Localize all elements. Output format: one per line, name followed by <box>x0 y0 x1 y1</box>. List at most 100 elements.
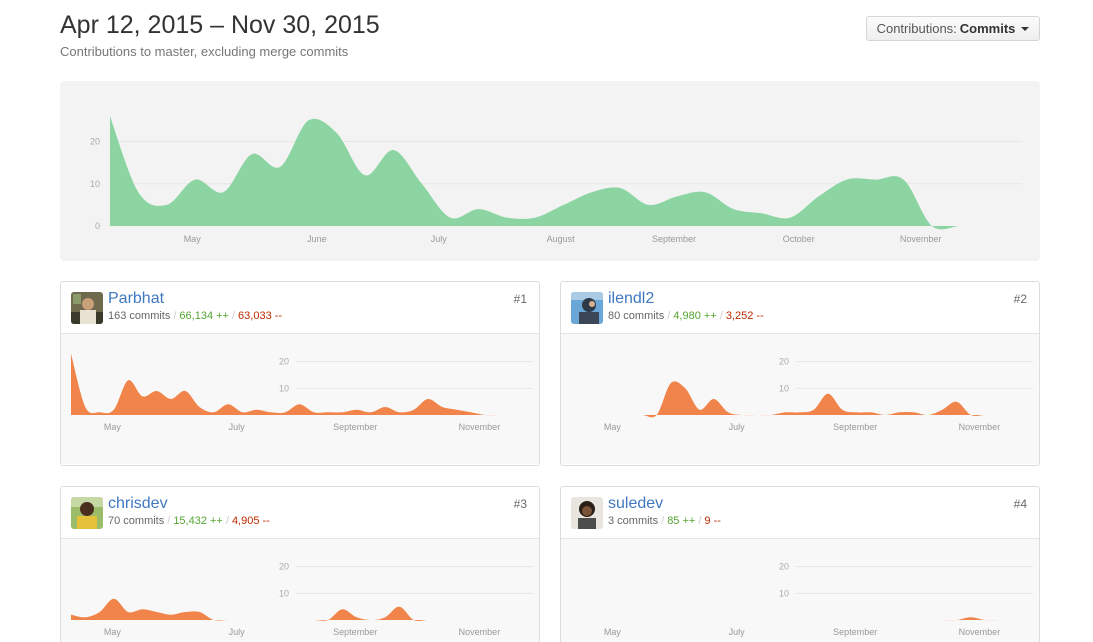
series-area <box>71 598 528 621</box>
additions-count: 66,134 ++ <box>179 310 229 322</box>
contributor-card-header: chrisdev 70 commits/15,432 ++/4,905 -- #… <box>61 487 539 539</box>
y-tick-label: 20 <box>279 357 289 367</box>
contributor-card: chrisdev 70 commits/15,432 ++/4,905 -- #… <box>60 486 540 642</box>
x-tick-label: September <box>333 627 377 637</box>
stats-separator: / <box>167 515 171 527</box>
x-tick-label: September <box>833 422 877 432</box>
y-tick-label: 10 <box>779 383 789 393</box>
caret-down-icon <box>1021 27 1030 31</box>
x-tick-label: October <box>783 234 815 244</box>
x-tick-label: September <box>652 234 696 244</box>
contributor-card-header: suledev 3 commits/85 ++/9 -- #4 <box>561 487 1039 539</box>
series-area <box>110 116 1017 230</box>
x-tick-label: November <box>459 422 501 432</box>
stats-separator: / <box>719 310 723 322</box>
contributions-graph: 0 10 20 May June July August September October No… <box>60 81 1040 261</box>
contributor-card: ilendl2 80 commits/4,980 ++/3,252 -- #2 … <box>560 281 1040 466</box>
contributor-card-header: Parbhat 163 commits/66,134 ++/63,033 -- … <box>61 282 539 334</box>
contributor-graph: 10 20 May July September November <box>61 539 539 642</box>
contributor-graph: 10 20 May July September November <box>561 539 1039 642</box>
x-tick-label: May <box>604 422 622 432</box>
x-tick-label: November <box>959 627 1001 637</box>
contributor-graph: 10 20 May July September November <box>561 334 1039 464</box>
x-tick-label: July <box>229 422 246 432</box>
person-avatar-icon <box>71 497 103 529</box>
person-avatar-icon <box>571 497 603 529</box>
select-prefix-label: Contributions: <box>876 21 957 36</box>
stats-separator: / <box>173 310 177 322</box>
contributor-rank: #2 <box>1013 292 1027 306</box>
contributor-graph-svg: 10 20 May July September November <box>571 357 1033 432</box>
x-tick-label: July <box>729 422 746 432</box>
contributor-stats: 80 commits/4,980 ++/3,252 -- <box>608 310 764 322</box>
contributor-card-header: ilendl2 80 commits/4,980 ++/3,252 -- #2 <box>561 282 1039 334</box>
contributor-rank: #1 <box>513 292 527 306</box>
avatar[interactable] <box>71 497 103 529</box>
contributions-graph-svg: 0 10 20 May June July August September October No… <box>90 116 1022 244</box>
deletions-count: 63,033 -- <box>238 310 283 322</box>
x-tick-label: July <box>729 627 746 637</box>
avatar[interactable] <box>71 292 103 324</box>
select-value-label: Commits <box>959 21 1016 36</box>
x-tick-label: July <box>431 234 448 244</box>
avatar[interactable] <box>571 497 603 529</box>
contributor-name-link[interactable]: suledev <box>608 495 664 512</box>
x-tick-label: May <box>104 627 122 637</box>
y-tick-label: 10 <box>90 179 100 189</box>
additions-count: 4,980 ++ <box>673 310 717 322</box>
x-tick-label: July <box>229 627 246 637</box>
series-area <box>71 353 528 416</box>
x-tick-label: May <box>604 627 622 637</box>
person-avatar-icon <box>571 292 603 324</box>
deletions-count: 3,252 -- <box>725 310 764 322</box>
contributor-graph-svg: 10 20 May July September November <box>571 562 1033 637</box>
contributor-graph: 10 20 May July September November <box>61 334 539 464</box>
x-tick-label: November <box>459 627 501 637</box>
y-tick-label: 10 <box>779 588 789 598</box>
series-area <box>571 381 1028 418</box>
contributor-graph-svg: 10 20 May July September November <box>71 562 533 637</box>
x-tick-label: November <box>959 422 1001 432</box>
commit-count: 3 commits <box>608 515 659 527</box>
x-tick-label: November <box>900 234 942 244</box>
contributor-stats: 70 commits/15,432 ++/4,905 -- <box>108 515 270 527</box>
y-tick-label: 0 <box>95 221 100 231</box>
contributor-card: Parbhat 163 commits/66,134 ++/63,033 -- … <box>60 281 540 466</box>
deletions-count: 4,905 -- <box>231 515 270 527</box>
x-tick-label: May <box>104 422 122 432</box>
contributor-stats: 163 commits/66,134 ++/63,033 -- <box>108 310 282 322</box>
contributor-rank: #4 <box>1013 497 1027 511</box>
contributor-name-link[interactable]: chrisdev <box>108 495 168 512</box>
y-tick-label: 10 <box>279 383 289 393</box>
contributor-card: suledev 3 commits/85 ++/9 -- #4 10 20 May J… <box>560 486 1040 642</box>
stats-separator: / <box>698 515 702 527</box>
x-tick-label: August <box>547 234 576 244</box>
stats-separator: / <box>231 310 236 322</box>
y-tick-label: 20 <box>90 137 100 147</box>
x-tick-label: June <box>307 234 327 244</box>
contributor-rank: #3 <box>513 497 527 511</box>
contributor-graph-svg: 10 20 May July September November <box>71 353 533 432</box>
page-subtitle: Contributions to master, excluding merge… <box>60 44 349 59</box>
x-tick-label: September <box>833 627 877 637</box>
commit-count: 163 commits <box>108 310 171 322</box>
stats-separator: / <box>661 515 665 527</box>
contributor-name-link[interactable]: ilendl2 <box>608 290 655 307</box>
x-tick-label: May <box>184 234 202 244</box>
deletions-count: 9 -- <box>704 515 721 527</box>
person-avatar-icon <box>71 292 103 324</box>
commit-count: 70 commits <box>108 515 165 527</box>
series-area <box>571 617 1028 621</box>
stats-separator: / <box>225 515 229 527</box>
avatar[interactable] <box>571 292 603 324</box>
additions-count: 85 ++ <box>667 515 696 527</box>
contributor-name-link[interactable]: Parbhat <box>108 290 165 307</box>
x-tick-label: September <box>333 422 377 432</box>
contributions-type-select[interactable]: Contributions: Commits <box>866 16 1040 41</box>
commit-count: 80 commits <box>608 310 665 322</box>
y-tick-label: 10 <box>279 588 289 598</box>
page-title: Apr 12, 2015 – Nov 30, 2015 <box>60 11 380 39</box>
y-tick-label: 20 <box>279 562 289 572</box>
y-tick-label: 20 <box>779 562 789 572</box>
additions-count: 15,432 ++ <box>173 515 223 527</box>
